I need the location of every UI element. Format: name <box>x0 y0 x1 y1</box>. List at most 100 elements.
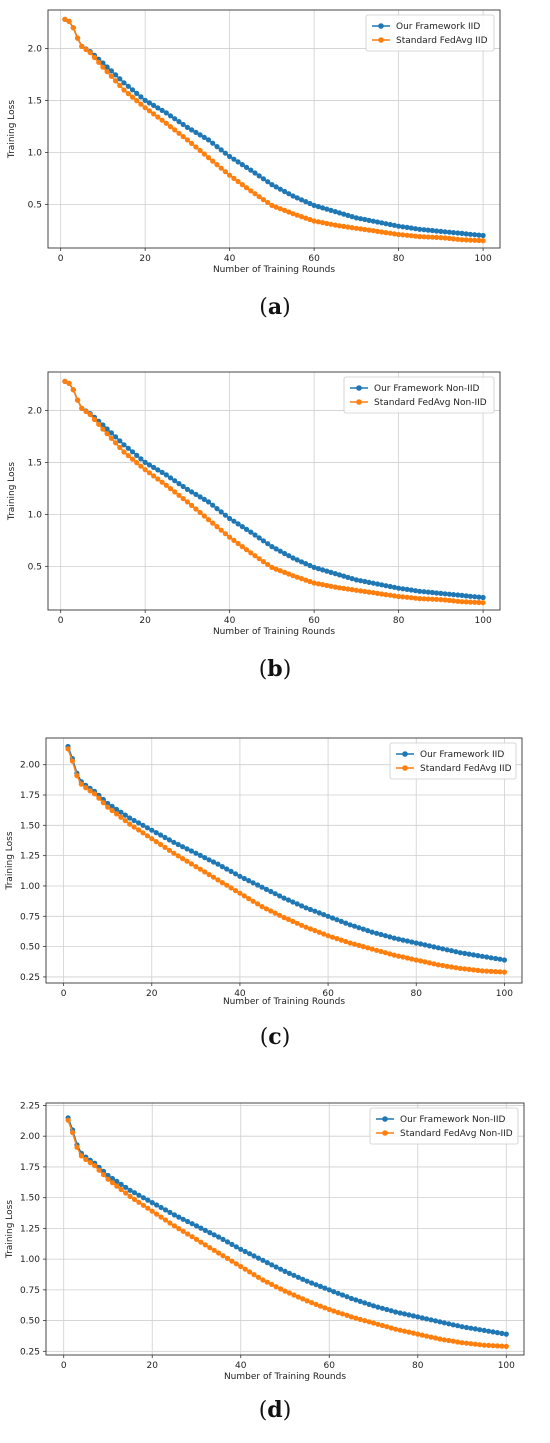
data-point <box>304 1278 310 1284</box>
data-point <box>365 928 371 934</box>
data-point <box>125 445 131 451</box>
data-point <box>291 1292 297 1298</box>
data-point <box>304 1298 310 1304</box>
data-point <box>218 509 224 515</box>
data-point <box>320 205 326 211</box>
data-point <box>197 494 203 500</box>
data-point <box>205 137 212 143</box>
data-point <box>379 591 385 597</box>
data-point <box>422 942 428 948</box>
data-point <box>298 559 305 565</box>
data-point <box>404 594 410 600</box>
data-point <box>193 506 199 512</box>
data-point <box>370 1303 377 1309</box>
data-point <box>429 589 435 596</box>
data-point <box>255 882 261 888</box>
data-point <box>421 596 427 602</box>
data-point <box>425 589 431 595</box>
data-point <box>370 1320 377 1326</box>
data-point <box>158 1214 164 1220</box>
data-point <box>219 880 225 886</box>
data-point <box>167 1209 173 1215</box>
data-point <box>321 931 327 937</box>
data-point <box>282 550 288 557</box>
data-point <box>149 836 155 842</box>
data-point <box>424 1333 430 1339</box>
y-tick-label: 0.50 <box>20 943 40 953</box>
data-point <box>462 966 468 972</box>
data-point <box>224 1239 231 1245</box>
data-point <box>480 232 486 239</box>
data-point <box>243 164 250 170</box>
data-point <box>442 597 448 603</box>
data-point <box>140 822 146 828</box>
data-point <box>286 1290 292 1296</box>
plot-frame <box>47 9 501 249</box>
data-point <box>131 1190 138 1196</box>
data-point <box>142 467 148 473</box>
data-point <box>167 124 174 130</box>
data-point <box>211 1232 217 1238</box>
data-point <box>127 821 133 827</box>
data-point <box>286 191 292 197</box>
data-point <box>263 906 269 912</box>
data-point <box>320 567 326 573</box>
data-point <box>450 592 457 598</box>
data-point <box>353 225 359 231</box>
data-point <box>413 940 419 946</box>
x-tick-label: 0 <box>58 254 64 264</box>
y-axis-label: Training Loss <box>5 1200 15 1259</box>
data-point <box>277 893 283 899</box>
data-point <box>326 1306 332 1313</box>
data-point <box>357 1316 363 1322</box>
data-point <box>336 210 343 216</box>
data-point <box>155 114 161 120</box>
data-point <box>74 1144 80 1150</box>
data-point <box>490 1329 496 1335</box>
data-point <box>457 965 463 971</box>
data-point <box>479 968 485 974</box>
data-point <box>176 1226 182 1232</box>
data-point <box>499 1330 505 1336</box>
data-point <box>252 170 258 176</box>
data-point <box>406 1329 412 1335</box>
data-point <box>123 1190 129 1196</box>
data-point <box>307 906 313 913</box>
data-point <box>269 202 275 208</box>
data-point <box>282 1288 288 1294</box>
data-point <box>370 228 376 234</box>
legend-label: Our Framework IID <box>396 22 480 32</box>
data-point <box>142 105 148 111</box>
data-point <box>265 199 271 206</box>
data-point <box>370 590 376 596</box>
data-point <box>153 839 159 845</box>
data-point <box>334 917 340 923</box>
data-point <box>250 880 256 886</box>
caption-letter: d <box>267 1397 283 1423</box>
data-point <box>410 1330 416 1336</box>
data-point <box>122 818 128 824</box>
data-point <box>100 422 106 428</box>
data-point <box>446 1321 452 1327</box>
x-axis-label: Number of Training Rounds <box>213 627 335 637</box>
data-point <box>184 137 190 143</box>
legend-box <box>365 14 495 52</box>
caption-b: (b) <box>258 656 292 682</box>
plot-frame <box>47 371 501 611</box>
y-tick-label: 1.5 <box>28 458 42 468</box>
data-point <box>146 108 152 114</box>
data-point <box>303 577 309 583</box>
panel-d: 0 20 40 60 80 100 0.25 0.50 0.75 1.00 1.25 1.50 1.75… <box>0 1093 550 1443</box>
data-point <box>400 954 406 960</box>
data-point <box>441 1337 447 1343</box>
data-point <box>138 101 144 107</box>
data-point <box>434 596 440 602</box>
caption-letter: b <box>267 656 283 682</box>
data-point <box>252 553 258 559</box>
series-2 <box>62 378 486 606</box>
y-tick-label: 2.25 <box>20 1101 40 1111</box>
data-point <box>480 600 486 606</box>
panel-a: 0 20 40 60 80 100 0.5 1.0 1.5 2.0 Number of Traini… <box>0 0 550 340</box>
data-point <box>412 588 419 594</box>
data-point <box>69 758 75 764</box>
